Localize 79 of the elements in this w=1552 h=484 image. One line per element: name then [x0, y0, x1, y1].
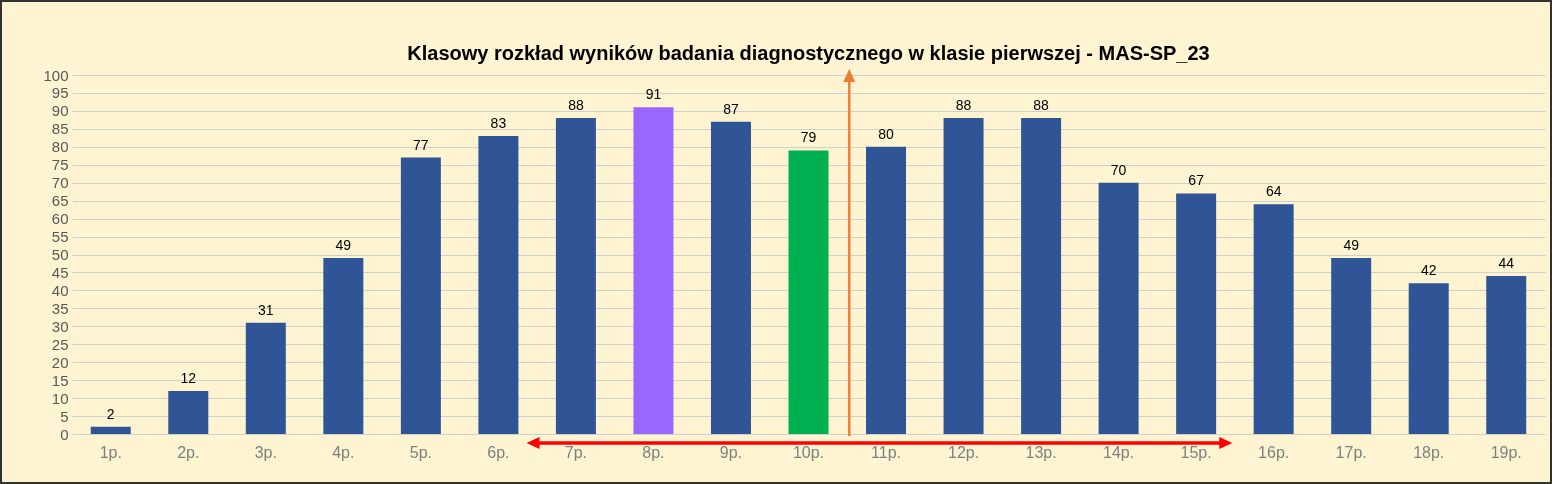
x-tick-label: 15p. — [1180, 443, 1212, 461]
x-tick-label: 6p. — [487, 443, 510, 461]
y-tick-label: 90 — [51, 102, 69, 120]
x-tick-label: 11p. — [871, 443, 901, 461]
data-label: 12 — [180, 369, 197, 386]
data-label: 70 — [1110, 161, 1127, 178]
bar — [1253, 204, 1294, 434]
y-tick-label: 50 — [51, 246, 69, 263]
bar — [633, 107, 674, 434]
x-tick-label: 16p. — [1258, 443, 1290, 461]
bar — [1176, 193, 1217, 434]
bar — [400, 157, 441, 434]
x-tick-label: 5p. — [409, 443, 432, 461]
x-tick-label: 12p. — [947, 443, 980, 461]
data-label: 67 — [1188, 172, 1205, 189]
data-label: 31 — [258, 301, 274, 318]
data-label: 88 — [955, 97, 972, 114]
y-tick-label: 10 — [51, 389, 69, 407]
y-tick-label: 30 — [51, 317, 69, 335]
y-tick-label: 60 — [51, 210, 69, 228]
y-tick-label: 65 — [51, 192, 69, 210]
bar — [478, 136, 519, 434]
x-tick-label: 18p. — [1413, 443, 1445, 461]
x-tick-label: 4p. — [332, 443, 355, 461]
bar — [168, 390, 209, 434]
y-tick-label: 40 — [51, 281, 69, 299]
data-label: 49 — [335, 237, 352, 254]
bar — [943, 118, 984, 434]
data-label: 79 — [800, 129, 817, 146]
bar — [788, 150, 829, 434]
y-tick-label: 25 — [51, 335, 69, 353]
bar — [323, 258, 364, 434]
y-tick-label: 15 — [51, 371, 69, 389]
y-tick-label: 75 — [51, 156, 69, 174]
data-label: 2 — [106, 405, 115, 422]
data-label: 88 — [1033, 97, 1050, 114]
data-label: 44 — [1498, 255, 1515, 272]
y-tick-label: 0 — [60, 425, 69, 443]
bar — [1021, 118, 1062, 434]
data-label: 49 — [1343, 237, 1360, 254]
x-tick-label: 7p. — [564, 443, 588, 461]
bar — [90, 426, 131, 434]
x-tick-label: 1p. — [99, 443, 122, 461]
data-label: 91 — [645, 86, 662, 103]
x-tick-label: 19p. — [1490, 443, 1522, 461]
bar — [245, 322, 286, 434]
bar — [1098, 182, 1139, 434]
x-tick-label: 17p. — [1335, 443, 1367, 461]
y-tick-label: 35 — [51, 299, 69, 317]
bar — [1331, 258, 1372, 434]
data-label: 64 — [1265, 183, 1282, 200]
bar — [710, 121, 751, 434]
x-tick-label: 9p. — [719, 443, 743, 461]
y-tick-label: 85 — [51, 120, 69, 138]
y-tick-label: 70 — [51, 174, 69, 192]
y-tick-label: 100 — [43, 66, 69, 84]
y-tick-label: 80 — [51, 138, 69, 156]
data-label: 80 — [878, 125, 895, 142]
x-tick-label: 13p. — [1025, 443, 1057, 461]
y-tick-label: 20 — [51, 353, 69, 371]
x-tick-label: 2p. — [177, 443, 200, 461]
data-label: 88 — [568, 97, 584, 114]
x-tick-label: 8p. — [642, 443, 665, 461]
bar — [1408, 283, 1449, 434]
y-tick-label: 45 — [51, 263, 69, 281]
data-label: 87 — [723, 100, 739, 117]
x-tick-label: 14p. — [1103, 443, 1135, 461]
data-label: 83 — [490, 115, 507, 132]
chart-title: Klasowy rozkład wyników badania diagnostycznego w klasie pierwszej - MAS-SP_23 — [407, 42, 1210, 64]
x-tick-label: 3p. — [254, 443, 277, 461]
bar — [866, 146, 907, 434]
bar — [555, 118, 596, 434]
bar — [1486, 276, 1527, 434]
y-tick-label: 55 — [51, 228, 69, 246]
y-tick-label: 5 — [60, 407, 69, 425]
x-tick-label: 10p. — [792, 443, 825, 461]
y-tick-label: 95 — [51, 84, 69, 102]
data-label: 42 — [1420, 262, 1437, 279]
data-label: 77 — [413, 136, 429, 153]
